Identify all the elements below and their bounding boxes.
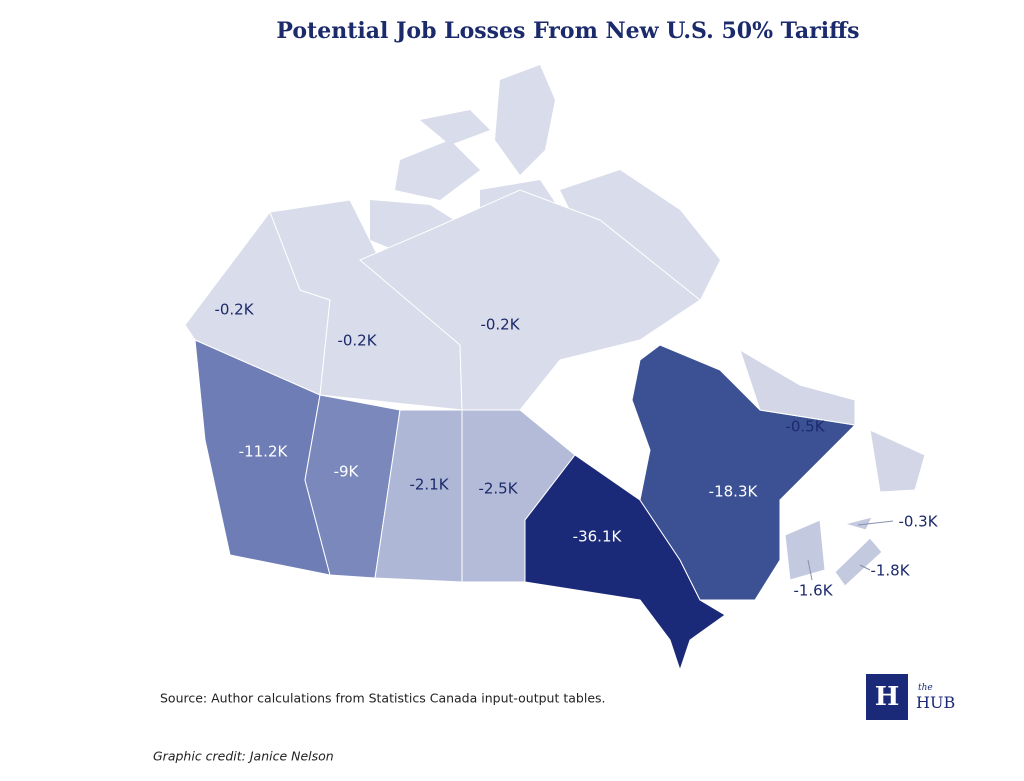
island [560,170,720,300]
region [739,348,856,426]
region-label: -11.2K [239,443,289,461]
regions [184,189,926,672]
region-label: -1.8K [870,562,910,580]
leader-lines [807,520,894,581]
source-note: Source: Author calculations from Statist… [160,691,606,706]
region-label: -1.6K [793,582,833,600]
region [869,429,926,493]
region [524,454,726,672]
region-label: -0.2K [480,316,520,334]
region [359,189,701,411]
region-label: -18.3K [709,483,759,501]
region-label: -0.3K [898,513,938,531]
island [420,110,490,145]
region-labels: -0.2K -0.2K -0.2K -11.2K -9K -2.1K -2.5K… [214,301,938,600]
leader-line [859,564,871,571]
island [395,140,480,200]
logo: H the HUB [866,674,955,720]
logo-box [866,674,908,720]
region-label: -36.1K [573,528,623,546]
region-label: -0.5K [785,418,825,436]
leader-line [857,520,894,526]
region-label: -0.2K [337,332,377,350]
leader-line [807,559,813,581]
region [631,344,857,601]
region [304,394,401,579]
island [495,65,555,175]
region [784,519,826,581]
credit: Graphic credit: Janice Nelson [153,749,334,764]
title: Potential Job Losses From New U.S. 50% T… [276,18,859,44]
logo-small: the [918,683,933,693]
region-label: -2.5K [478,480,518,498]
region-label: -9K [334,463,360,481]
logo-mark: H [875,682,900,712]
region-label: -2.1K [409,476,449,494]
region [834,537,883,587]
logo-name: HUB [916,693,955,712]
region-label: -0.2K [214,301,254,319]
